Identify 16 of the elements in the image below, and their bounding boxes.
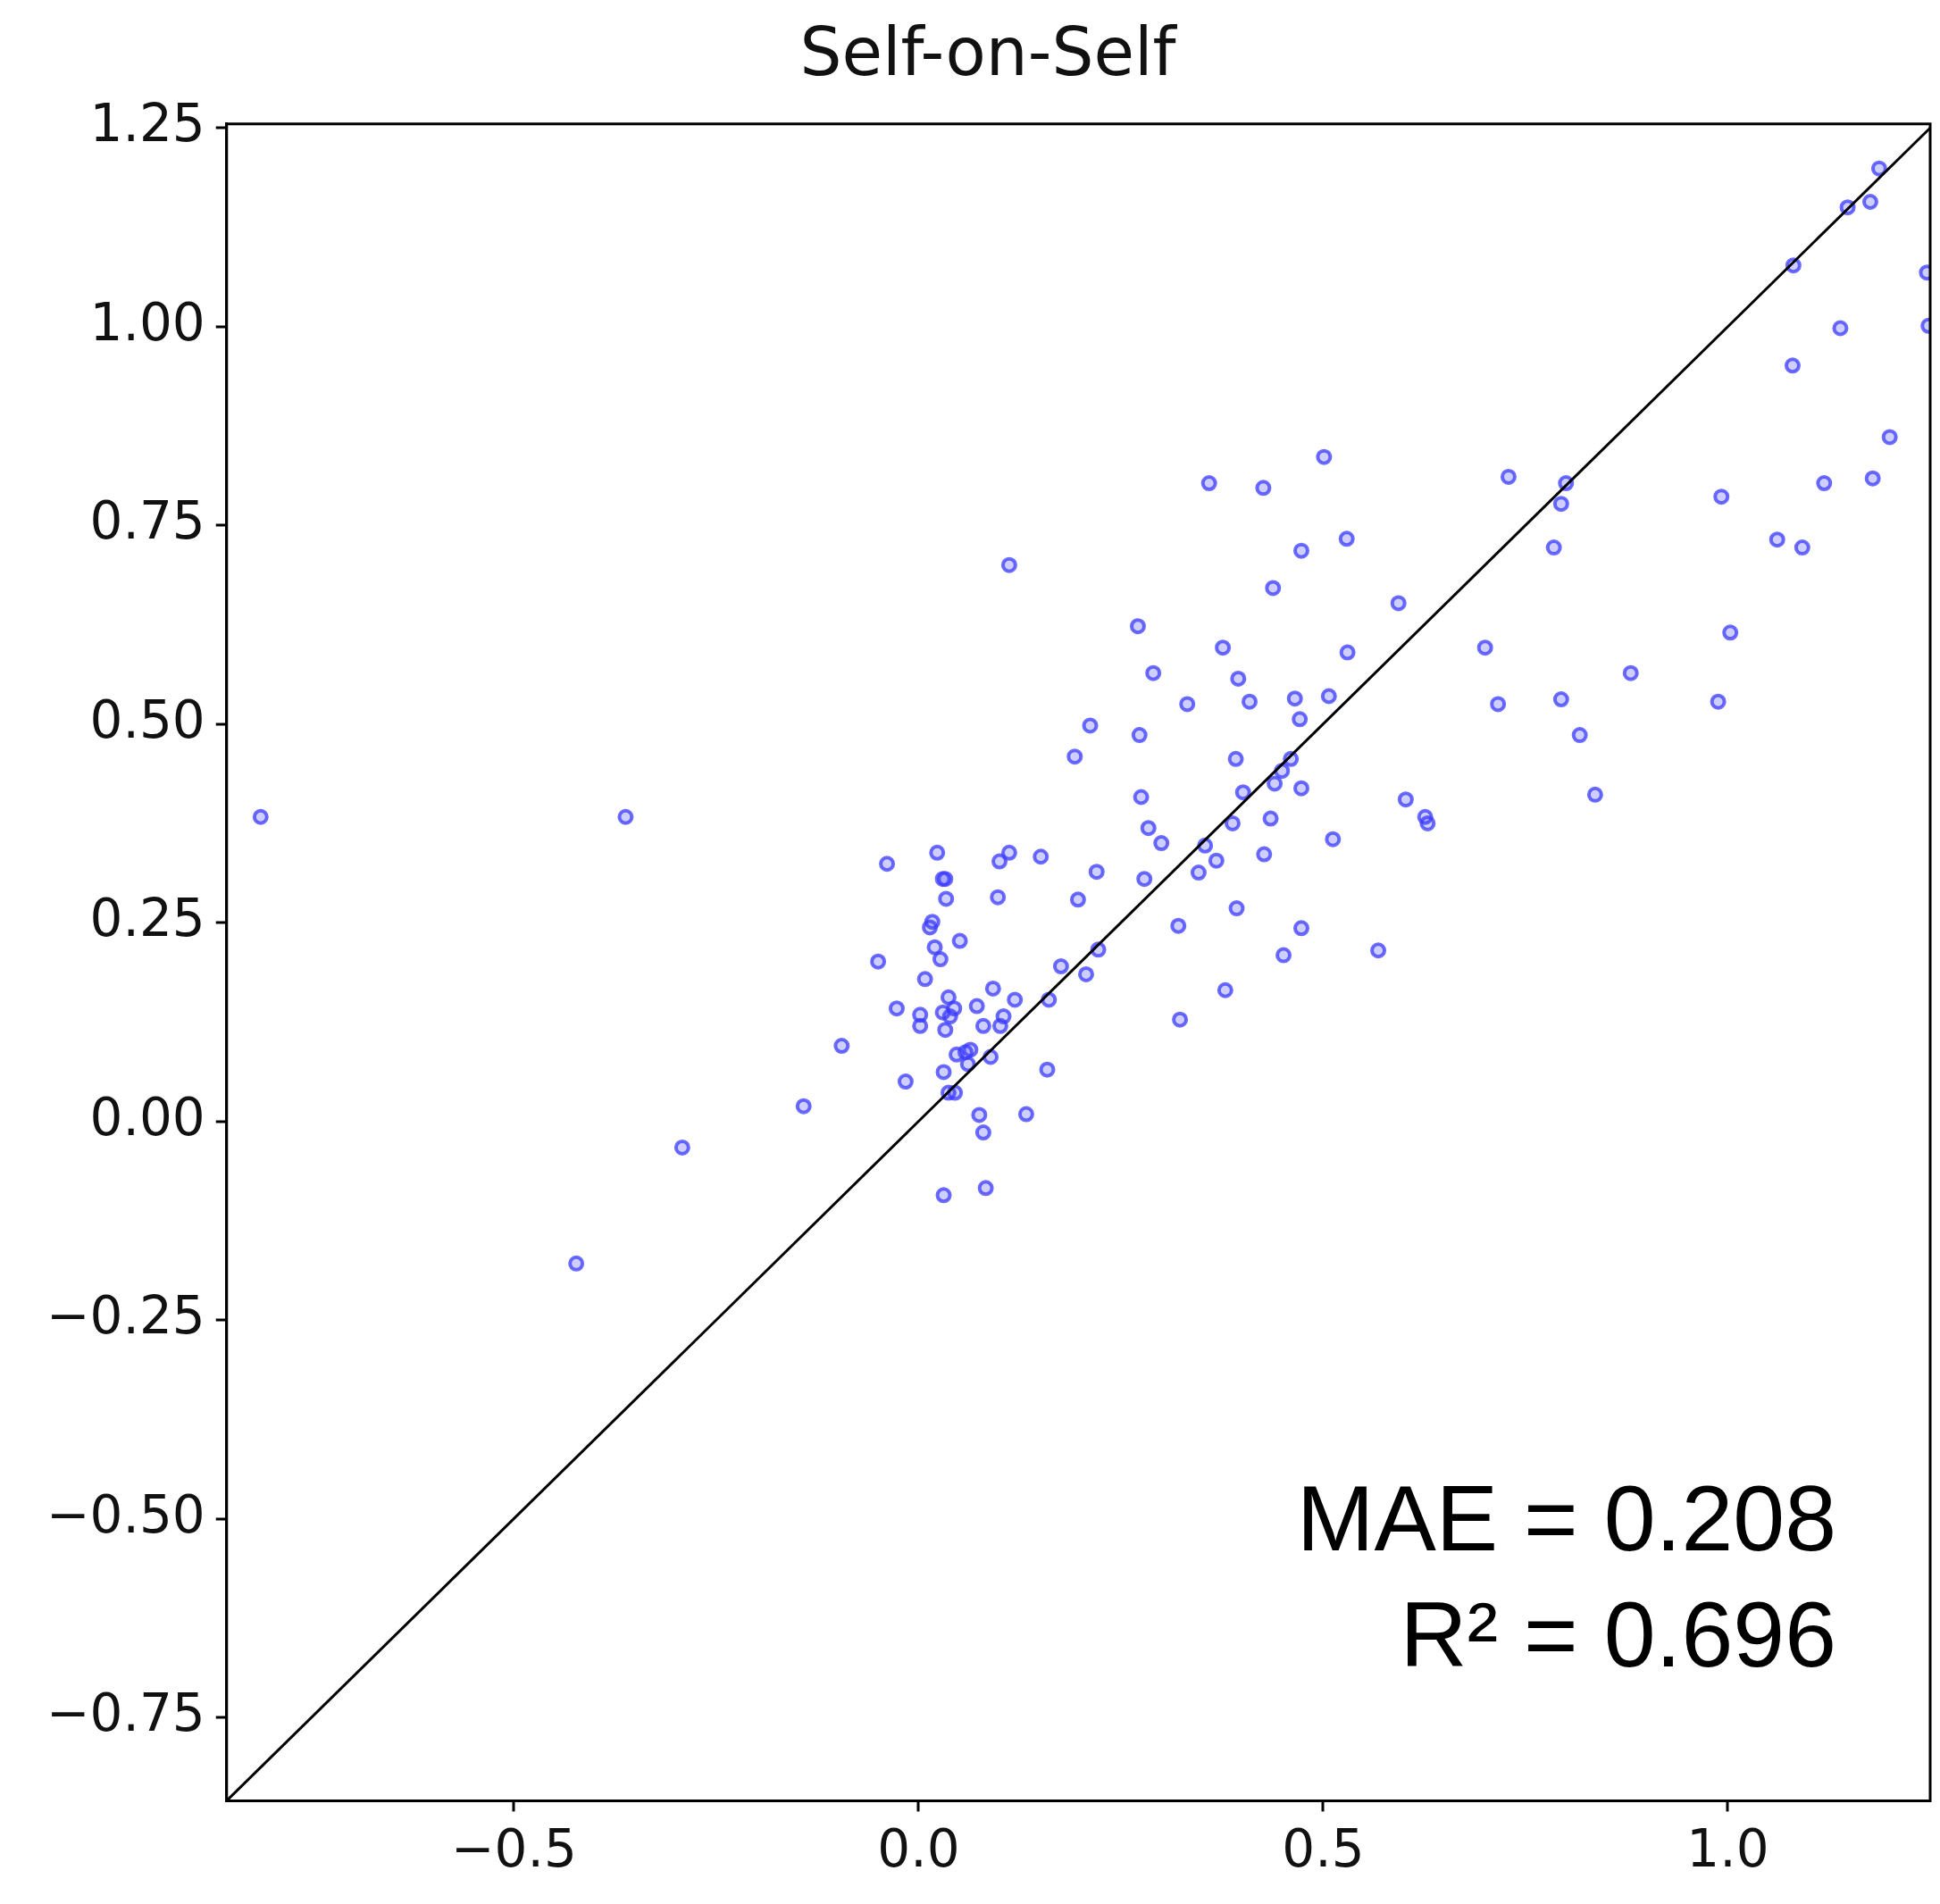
y-tick-label: −0.75	[46, 1683, 205, 1744]
y-tick-label: −0.50	[46, 1483, 205, 1545]
x-tick-label: 0.0	[877, 1818, 960, 1880]
y-tick-label: 0.25	[89, 888, 205, 949]
annotation: MAE = 0.208	[1296, 1466, 1836, 1571]
y-tick-label: 1.00	[89, 291, 205, 353]
x-tick-label: 1.0	[1686, 1818, 1769, 1880]
y-tick-label: 1.25	[89, 93, 205, 154]
y-tick-label: 0.75	[89, 490, 205, 552]
y-tick-label: 0.50	[89, 689, 205, 750]
x-tick-label: 0.5	[1282, 1818, 1365, 1880]
y-tick-label: 0.00	[89, 1086, 205, 1148]
chart-title: Self-on-Self	[799, 13, 1178, 90]
x-tick-label: −0.5	[450, 1818, 577, 1880]
y-tick-label: −0.25	[46, 1285, 205, 1347]
annotation: R² = 0.696	[1400, 1582, 1836, 1687]
